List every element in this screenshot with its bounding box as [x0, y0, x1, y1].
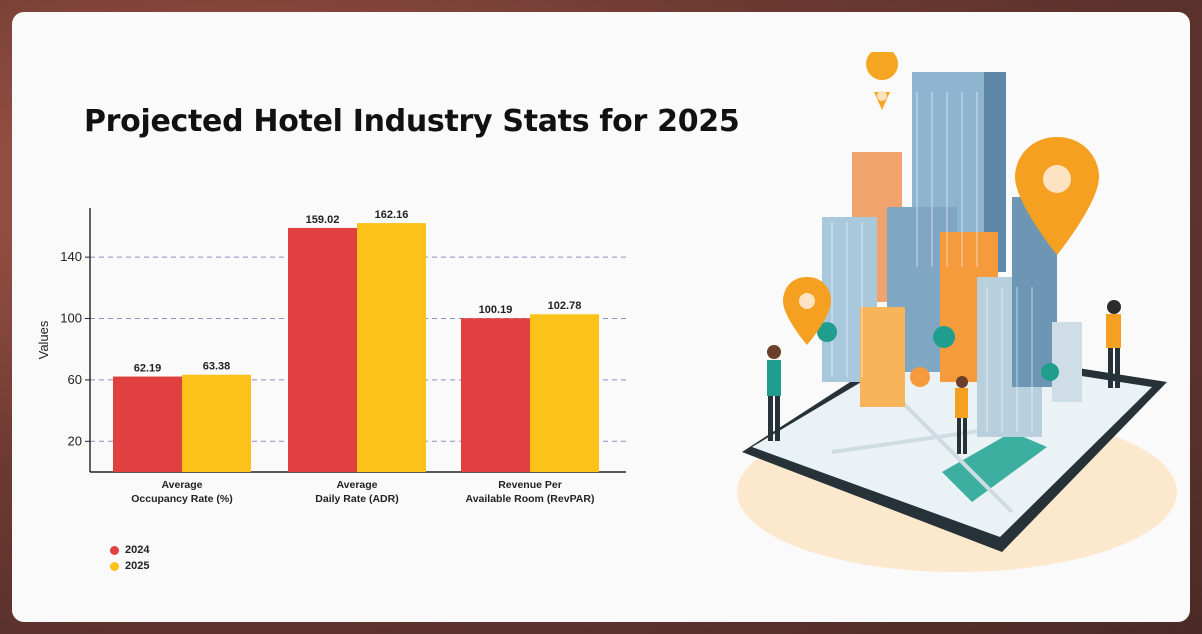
y-tick-label-60: 60 [68, 372, 82, 387]
legend-item-2025: 2025 [110, 558, 149, 574]
y-tick-label-140: 140 [60, 249, 82, 264]
x-category-label-0: Average Occupancy Rate (%) [131, 479, 233, 505]
x-category-label-line: Average [336, 479, 377, 491]
y-axis-title: Values [36, 320, 51, 359]
data-label-2025-0: 63.38 [203, 361, 231, 373]
bar-2025-2 [530, 314, 599, 472]
bar-2024-0 [113, 376, 182, 472]
x-category-label-line: Occupancy Rate (%) [131, 493, 233, 505]
x-category-label-line: Available Room (RevPAR) [466, 493, 595, 505]
legend-label-2025: 2025 [125, 560, 150, 572]
bar-2025-1 [357, 223, 426, 472]
data-label-2024-1: 159.02 [306, 214, 340, 226]
x-category-label-2: Revenue Per Available Room (RevPAR) [466, 479, 595, 505]
data-label-2024-0: 62.19 [134, 363, 162, 375]
legend: 2024 2025 [110, 542, 149, 574]
legend-label-2024: 2024 [125, 544, 150, 556]
x-category-label-line: Average [161, 479, 202, 491]
x-category-label-line: Revenue Per [498, 479, 562, 491]
data-label-2025-1: 162.16 [375, 209, 409, 221]
y-tick-label-100: 100 [60, 311, 82, 326]
data-label-2024-2: 100.19 [479, 304, 513, 316]
x-category-label-line: Daily Rate (ADR) [315, 493, 398, 505]
x-category-label-1: Average Daily Rate (ADR) [315, 479, 398, 505]
card: Projected Hotel Industry Stats for 2025 … [12, 12, 1190, 622]
legend-item-2024: 2024 [110, 542, 149, 558]
bar-chart: 20 60 100 140 Values 62.19 159.02 100.19 63.38 16… [36, 208, 626, 505]
legend-swatch-2025 [110, 561, 119, 571]
chart-title: Projected Hotel Industry Stats for 2025 [84, 104, 740, 139]
legend-swatch-2024 [110, 545, 119, 555]
data-label-2025-2: 102.78 [548, 300, 582, 312]
city-smartphone-illustration [737, 52, 1177, 572]
y-tick-label-20: 20 [68, 433, 82, 448]
bar-2024-1 [288, 227, 357, 472]
bar-2025-0 [182, 374, 251, 472]
bar-2024-2 [461, 318, 530, 472]
